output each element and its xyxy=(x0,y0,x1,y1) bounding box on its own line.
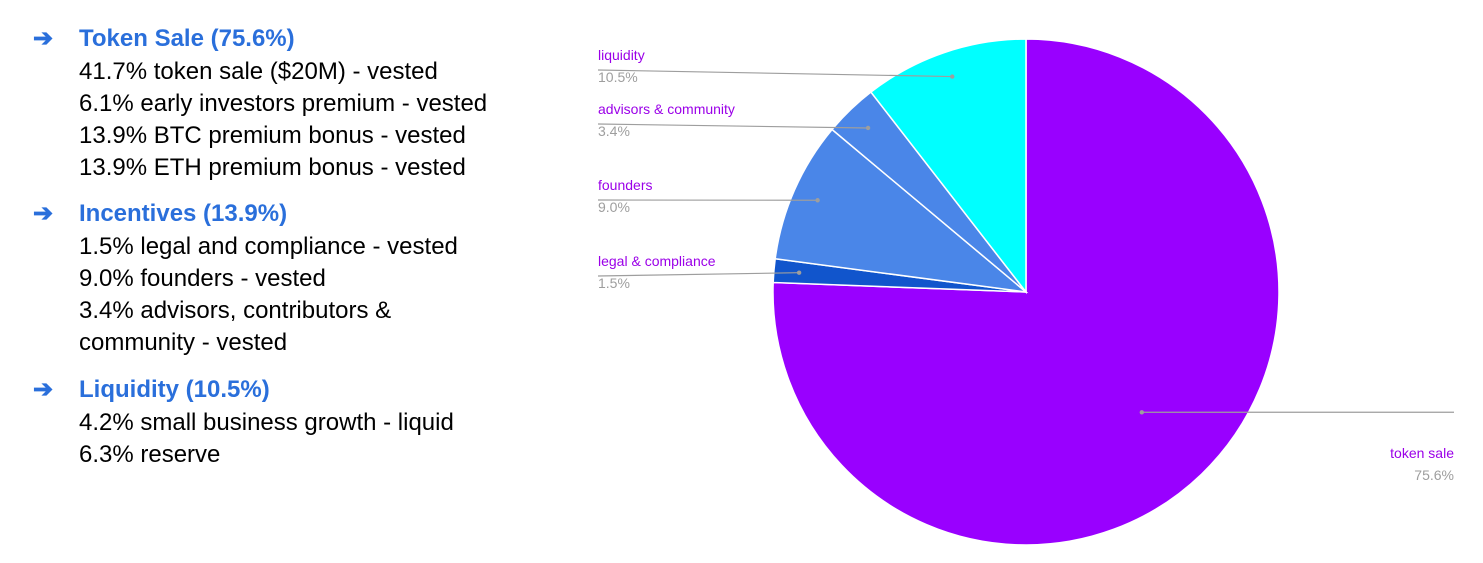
slice-label: founders xyxy=(598,177,652,193)
section-heading-row: ➔ Incentives (13.9%) xyxy=(0,199,580,231)
section-heading-row: ➔ Token Sale (75.6%) xyxy=(0,24,580,56)
list-item: 13.9% ETH premium bonus - vested xyxy=(79,154,466,181)
list-item: 9.0% founders - vested xyxy=(79,265,326,292)
list-item: 41.7% token sale ($20M) - vested xyxy=(79,58,438,85)
list-item: community - vested xyxy=(79,329,288,356)
list-item: 13.9% BTC premium bonus - vested xyxy=(79,122,466,149)
section-heading-row: ➔ Liquidity (10.5%) xyxy=(0,375,580,407)
slice-value-label: 75.6% xyxy=(1414,467,1454,483)
allocation-list: ➔ Token Sale (75.6%) 41.7% token sale ($… xyxy=(0,0,580,563)
leader-dot xyxy=(796,270,802,275)
arrow-right-icon: ➔ xyxy=(33,200,54,227)
pie-chart: token sale 75.6% legal & compliance 1.5% fou… xyxy=(597,38,1454,546)
slice-label: legal & compliance xyxy=(598,253,716,269)
slice-label: advisors & community xyxy=(598,101,735,117)
section-liquidity: ➔ Liquidity (10.5%) 4.2% small business … xyxy=(0,375,580,468)
slice-value-label: 10.5% xyxy=(598,69,638,85)
leader-dot xyxy=(950,74,955,79)
section-heading: Liquidity (10.5%) xyxy=(79,376,270,403)
arrow-right-icon: ➔ xyxy=(33,25,54,52)
section-items: 41.7% token sale ($20M) - vested 6.1% ea… xyxy=(79,56,559,184)
leader-line xyxy=(597,123,869,129)
leader-dot xyxy=(1139,410,1145,415)
list-item: 6.3% reserve xyxy=(79,441,221,468)
list-item: 4.2% small business growth - liquid xyxy=(79,409,454,436)
leader-dot xyxy=(815,198,820,203)
arrow-right-icon: ➔ xyxy=(33,376,54,403)
pie-slice-founders xyxy=(774,128,1029,294)
section-heading: Incentives (13.9%) xyxy=(79,200,288,227)
pie-leader-lines xyxy=(597,69,1454,415)
pie-slice-liquidity xyxy=(869,38,1027,295)
slice-value-label: 3.4% xyxy=(598,123,630,139)
list-item: 6.1% early investors premium - vested xyxy=(79,90,488,117)
section-heading: Token Sale (75.6%) xyxy=(79,25,295,52)
slice-value-label: 9.0% xyxy=(598,199,630,215)
section-items: 4.2% small business growth - liquid 6.3%… xyxy=(79,407,559,471)
section-items: 1.5% legal and compliance - vested 9.0% … xyxy=(79,231,559,359)
slice-label: token sale xyxy=(1390,445,1454,461)
section-token-sale: ➔ Token Sale (75.6%) 41.7% token sale ($… xyxy=(0,24,580,181)
leader-line xyxy=(597,69,953,78)
pie-slices xyxy=(772,38,1280,546)
slice-value-label: 1.5% xyxy=(598,275,630,291)
list-item: 3.4% advisors, contributors & xyxy=(79,297,392,324)
list-item: 1.5% legal and compliance - vested xyxy=(79,233,458,260)
pie-labels: token sale 75.6% legal & compliance 1.5% fou… xyxy=(598,47,1454,483)
section-incentives: ➔ Incentives (13.9%) 1.5% legal and comp… xyxy=(0,199,580,356)
slice-label: liquidity xyxy=(598,47,645,63)
leader-line xyxy=(597,272,800,277)
